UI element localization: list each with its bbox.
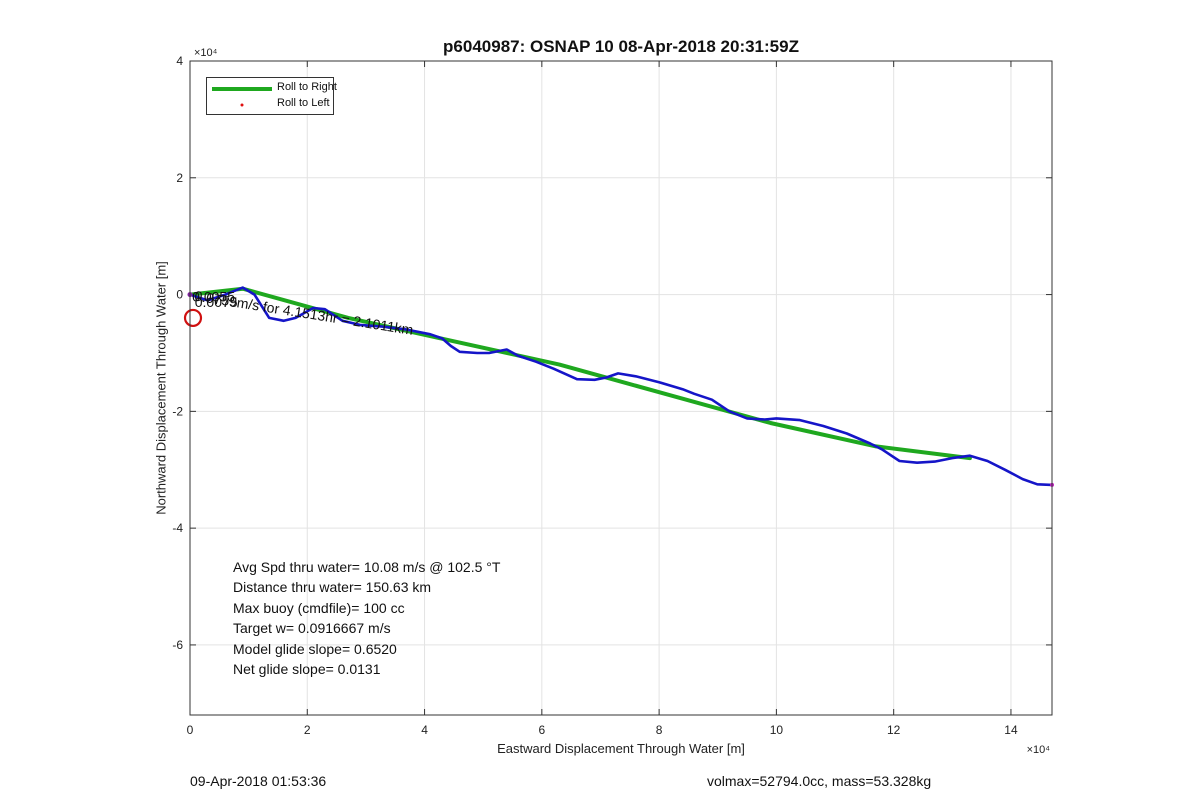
x-tick-label: 2 xyxy=(304,723,311,737)
x-tick-label: 0 xyxy=(187,723,194,737)
legend: Roll to Right Roll to Left xyxy=(206,77,337,115)
plot-frame xyxy=(189,60,1053,716)
stat-max-buoy: Max buoy (cmdfile)= 100 cc xyxy=(233,599,405,616)
annotation-value-1: 0.0055 xyxy=(192,289,235,305)
y-tick-label: -4 xyxy=(172,521,183,535)
annotation-value-2: 0.0075 xyxy=(195,294,238,310)
y-tick-label: -6 xyxy=(172,638,183,652)
y-exponent-label: ×10⁴ xyxy=(194,47,218,59)
x-exponent-label: ×10⁴ xyxy=(1027,744,1051,756)
legend-label-roll-right: Roll to Right xyxy=(277,81,337,93)
x-tick-label: 10 xyxy=(770,723,784,737)
legend-item-roll-left: Roll to Left xyxy=(207,96,333,112)
x-tick-label: 6 xyxy=(538,723,545,737)
stats-block: Avg Spd thru water= 10.08 m/s @ 102.5 °T… xyxy=(233,557,500,679)
legend-line-green xyxy=(212,87,272,91)
start-circle xyxy=(183,308,203,328)
stat-model-glide: Model glide slope= 0.6520 xyxy=(233,640,397,657)
x-tick-label: 4 xyxy=(421,723,428,737)
series-line-track xyxy=(188,286,1054,487)
x-axis-label: Eastward Displacement Through Water [m] xyxy=(497,741,745,756)
y-tick-label: 2 xyxy=(176,171,183,185)
x-tick-label: 14 xyxy=(1004,723,1018,737)
y-tick-label: 0 xyxy=(176,288,183,302)
grid-lines xyxy=(189,60,1052,715)
legend-item-roll-right: Roll to Right xyxy=(207,80,337,96)
y-tick-label: -2 xyxy=(172,404,183,418)
legend-label-roll-left: Roll to Left xyxy=(277,97,330,109)
axis-ticks: 0 2 4 6 8 10 12 14 4 2 0 -2 -4 -6 ×10⁴ ×10⁴ xyxy=(172,47,1052,756)
y-tick-label: 4 xyxy=(176,54,183,68)
stat-distance: Distance thru water= 150.63 km xyxy=(233,579,432,596)
series-line-roll-to-right xyxy=(188,286,972,461)
y-axis-label: Northward Displacement Through Water [m] xyxy=(153,261,169,515)
footer-volmax-mass: volmax=52794.0cc, mass=53.328kg xyxy=(707,773,932,789)
legend-dot-red xyxy=(240,103,244,107)
annotation-layer: 0.0759m/s for 4.1513hr = 2.1011km0.00550… xyxy=(183,288,414,338)
footer-timestamp: 09-Apr-2018 01:53:36 xyxy=(190,773,327,789)
stat-avg-speed: Avg Spd thru water= 10.08 m/s @ 102.5 °T xyxy=(233,559,501,575)
x-tick-label: 8 xyxy=(656,723,663,737)
stat-target-w: Target w= 0.0916667 m/s xyxy=(233,620,391,637)
x-tick-label: 12 xyxy=(887,723,901,737)
chart-title: p6040987: OSNAP 10 08-Apr-2018 20:31:59Z xyxy=(443,37,799,56)
stat-net-glide: Net glide slope= 0.0131 xyxy=(233,661,381,678)
